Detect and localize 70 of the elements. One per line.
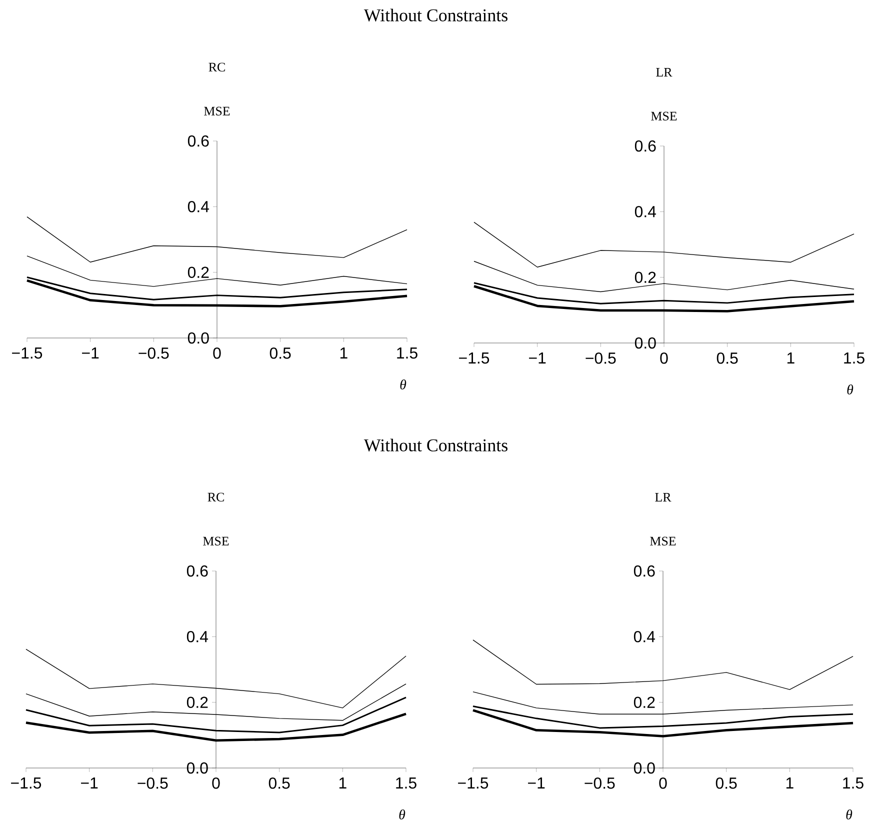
y-tick-label: 0.4 <box>186 631 208 642</box>
chart-subtitle: RC <box>208 492 224 502</box>
y-axis-title: MSE <box>204 106 230 116</box>
x-tick-label: 1.5 <box>843 778 864 789</box>
x-tick-label: −0.5 <box>586 352 616 364</box>
x-tick-label: 0 <box>659 778 667 789</box>
y-tick-label: 0.0 <box>186 762 208 774</box>
line-series <box>474 260 854 292</box>
x-tick-label: −1 <box>82 348 99 358</box>
y-tick-label: 0.0 <box>634 337 656 349</box>
x-tick-label: 1.5 <box>397 348 418 359</box>
y-tick-label: 0.2 <box>188 266 209 278</box>
x-tick-label: −1.5 <box>459 352 490 364</box>
chart-subtitle: RC <box>208 62 225 72</box>
y-tick-label: 0.4 <box>634 206 656 218</box>
x-tick-label: −1.5 <box>12 348 42 359</box>
y-tick-label: 0.2 <box>634 272 656 283</box>
chart-subtitle: LR <box>656 68 672 76</box>
y-tick-label: 0.4 <box>634 631 656 642</box>
x-tick-label: 0 <box>660 352 668 364</box>
line-series <box>472 284 856 312</box>
x-tick-label: 1 <box>786 778 794 788</box>
y-tick-label: 0.6 <box>634 565 655 577</box>
x-tick-label: −1.5 <box>458 778 488 789</box>
line-series <box>24 712 408 742</box>
x-tick-label: 1.5 <box>396 778 416 789</box>
y-tick-label: 0.2 <box>186 696 208 708</box>
y-tick-label: 0.0 <box>188 332 209 344</box>
y-tick-label: 0.2 <box>634 696 655 708</box>
x-tick-label: 1 <box>787 352 794 364</box>
x-tick-label: 0.5 <box>270 348 291 359</box>
line-series <box>26 684 406 721</box>
x-tick-label: 1.5 <box>844 352 864 364</box>
y-tick-label: 0.6 <box>188 135 209 147</box>
x-tick-label: 1 <box>339 778 346 788</box>
y-axis-title: MSE <box>650 536 676 546</box>
y-tick-label: 0.6 <box>186 565 208 577</box>
y-tick-label: 0.6 <box>634 140 656 152</box>
x-tick-label: 0.5 <box>268 778 290 789</box>
x-tick-label: 1 <box>340 348 348 358</box>
line-series <box>472 709 854 738</box>
line-series <box>26 648 406 708</box>
x-axis-title: θ <box>399 810 406 820</box>
x-axis-title: θ <box>847 384 854 394</box>
x-tick-label: 0 <box>213 348 221 359</box>
line-series <box>26 216 408 262</box>
x-axis-title: θ <box>846 810 852 820</box>
x-tick-label: 0 <box>212 778 220 789</box>
y-axis-title: MSE <box>651 112 677 120</box>
x-tick-label: −1 <box>528 778 545 788</box>
line-series <box>472 691 854 714</box>
line-series <box>26 256 408 287</box>
line-series <box>26 279 408 308</box>
x-tick-label: −1 <box>81 778 98 788</box>
y-tick-label: 0.0 <box>634 762 655 774</box>
x-tick-label: −0.5 <box>138 778 168 789</box>
x-tick-label: −1 <box>529 352 546 364</box>
x-tick-label: −1.5 <box>11 778 42 789</box>
y-tick-label: 0.4 <box>188 201 210 212</box>
chart-title: Without Constraints <box>364 8 508 22</box>
chart-title: Without Constraints <box>364 438 508 452</box>
chart-subtitle: LR <box>655 492 672 502</box>
x-axis-title: θ <box>400 380 406 390</box>
x-tick-label: −0.5 <box>584 778 615 789</box>
x-tick-label: −0.5 <box>138 348 169 359</box>
x-tick-label: 0.5 <box>716 352 738 364</box>
y-axis-title: MSE <box>203 536 229 546</box>
line-series <box>474 222 854 268</box>
line-series <box>25 696 407 734</box>
x-tick-label: 0.5 <box>716 778 737 789</box>
